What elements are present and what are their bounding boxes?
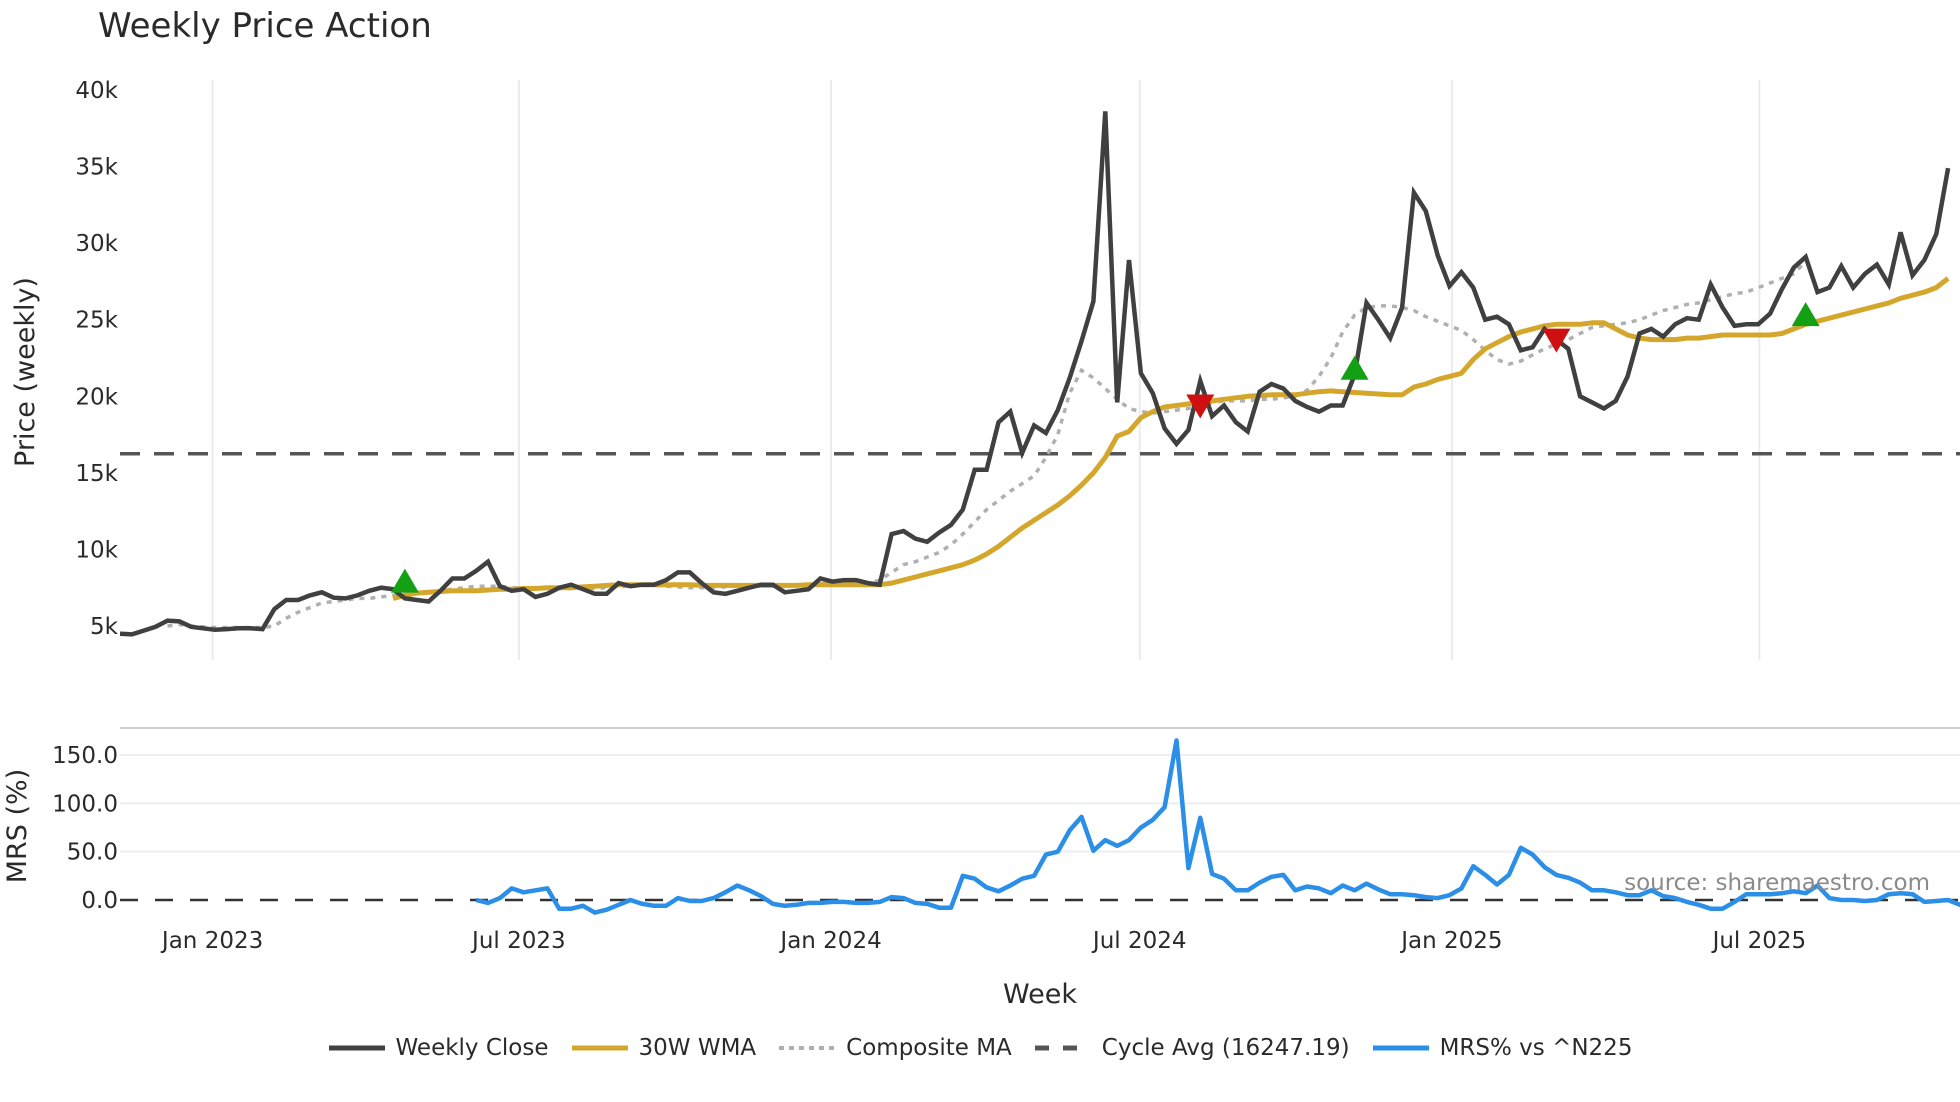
mrs-y-ticks: 0.0 50.0 100.0 150.0 (52, 743, 118, 914)
price-y-tick-label: 10k (75, 537, 118, 563)
price-y-tick-label: 20k (75, 384, 118, 410)
price-y-ticks: 5k 10k 15k 20k 25k 30k 35k 40k (75, 78, 118, 640)
weekly-close-line (119, 111, 1951, 637)
legend: Weekly Close 30W WMA Composite MA Cycle Avg… (0, 1035, 1960, 1061)
mrs-y-tick-label: 0.0 (81, 888, 118, 914)
x-axis-title: Week (1003, 979, 1077, 1010)
sell-signal-marker (1186, 394, 1215, 419)
price-y-tick-label: 40k (75, 78, 118, 104)
mrs-y-tick-label: 50.0 (67, 840, 118, 866)
price-y-tick-label: 30k (75, 231, 118, 257)
legend-item[interactable]: Weekly Close (328, 1035, 549, 1061)
signal-markers (390, 302, 1820, 593)
mrs-y-tick-label: 100.0 (52, 791, 118, 817)
legend-item[interactable]: Cycle Avg (16247.19) (1034, 1035, 1350, 1061)
legend-label: Weekly Close (395, 1035, 549, 1061)
legend-label: Cycle Avg (16247.19) (1101, 1035, 1350, 1061)
x-tick-label: Jul 2024 (1091, 928, 1187, 954)
price-panel: 5k 10k 15k 20k 25k 30k 35k 40k Price (weekly) (10, 78, 1960, 660)
price-y-tick-label: 35k (75, 155, 118, 181)
legend-item[interactable]: MRS% vs ^N225 (1372, 1035, 1633, 1061)
x-tick-label: Jul 2023 (470, 928, 566, 954)
source-watermark: source: sharemaestro.com (1624, 870, 1930, 896)
price-y-tick-label: 5k (90, 614, 119, 640)
x-tick-label: Jan 2023 (160, 928, 263, 954)
mrs-line (475, 738, 1960, 915)
x-tick-label: Jan 2025 (1399, 928, 1502, 954)
legend-swatch-icon (571, 1045, 628, 1051)
legend-swatch-icon (328, 1045, 385, 1051)
legend-swatch-icon (1372, 1045, 1429, 1051)
x-axis-ticks: Jan 2023 Jul 2023 Jan 2024 Jul 2024 Jan 2025… (160, 928, 1806, 954)
mrs-y-axis-title: MRS (%) (2, 769, 33, 884)
composite-ma-line (167, 260, 1807, 630)
price-y-axis-title: Price (weekly) (10, 277, 41, 467)
legend-swatch-icon (779, 1046, 836, 1050)
legend-item[interactable]: 30W WMA (571, 1035, 757, 1061)
mrs-panel: 0.0 50.0 100.0 150.0 source: sharemaestro.c… (2, 727, 1960, 915)
sell-signal-marker (1542, 328, 1571, 353)
buy-signal-marker (390, 568, 419, 593)
price-y-tick-label: 25k (75, 308, 118, 334)
mrs-y-tick-label: 150.0 (52, 743, 118, 769)
legend-item[interactable]: Composite MA (778, 1035, 1012, 1061)
mrs-horizontal-gridlines (120, 754, 1960, 853)
price-y-tick-label: 15k (75, 461, 118, 487)
legend-label: 30W WMA (638, 1035, 757, 1061)
buy-signal-marker (1340, 355, 1369, 380)
legend-swatch-icon (1034, 1045, 1091, 1051)
legend-label: MRS% vs ^N225 (1439, 1035, 1633, 1061)
x-tick-label: Jul 2025 (1711, 928, 1807, 954)
chart-title: Weekly Price Action (98, 6, 432, 46)
x-tick-label: Jan 2024 (778, 928, 881, 954)
legend-label: Composite MA (846, 1035, 1012, 1061)
buy-signal-marker (1791, 302, 1820, 327)
price-vertical-gridlines (211, 80, 1761, 660)
